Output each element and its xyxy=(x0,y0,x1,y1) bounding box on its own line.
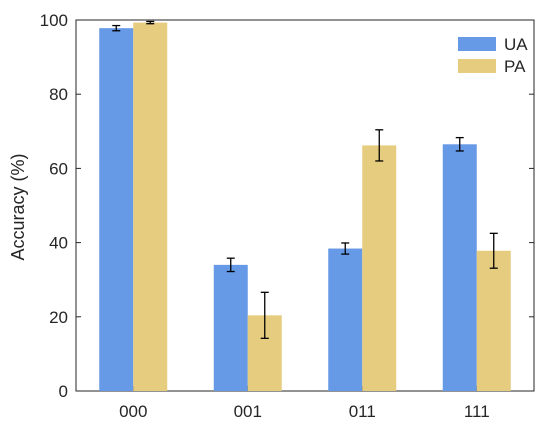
legend-swatch-ua xyxy=(458,37,496,51)
legend: UA PA xyxy=(458,35,528,76)
y-tick-label: 20 xyxy=(49,308,68,327)
bar-pa-111 xyxy=(476,250,511,391)
x-tick-label: 000 xyxy=(119,402,147,421)
y-tick-label: 0 xyxy=(59,382,68,401)
bar-ua-000 xyxy=(99,28,134,392)
y-tick-label: 80 xyxy=(49,85,68,104)
x-tick-label: 011 xyxy=(349,402,376,421)
y-tick-label: 60 xyxy=(49,159,68,178)
x-tick-label: 111 xyxy=(464,402,490,421)
legend-label-ua: UA xyxy=(504,35,528,54)
legend-label-pa: PA xyxy=(504,57,526,76)
bars xyxy=(99,22,511,392)
bar-ua-001 xyxy=(213,264,248,391)
y-tick-label: 40 xyxy=(49,234,68,253)
plot-frame xyxy=(75,19,535,392)
tick-labels: 0 20 40 60 80 100 000 001 011 111 xyxy=(40,11,490,421)
y-tick-label: 100 xyxy=(40,11,68,30)
bar-ua-011 xyxy=(328,248,363,391)
legend-swatch-pa xyxy=(458,59,496,73)
x-tick-label: 001 xyxy=(234,402,262,421)
error-bars xyxy=(112,20,498,339)
bar-ua-111 xyxy=(442,144,477,391)
bar-pa-000 xyxy=(133,22,168,392)
y-axis-label: Accuracy (%) xyxy=(8,153,28,260)
bar-pa-011 xyxy=(362,145,397,391)
